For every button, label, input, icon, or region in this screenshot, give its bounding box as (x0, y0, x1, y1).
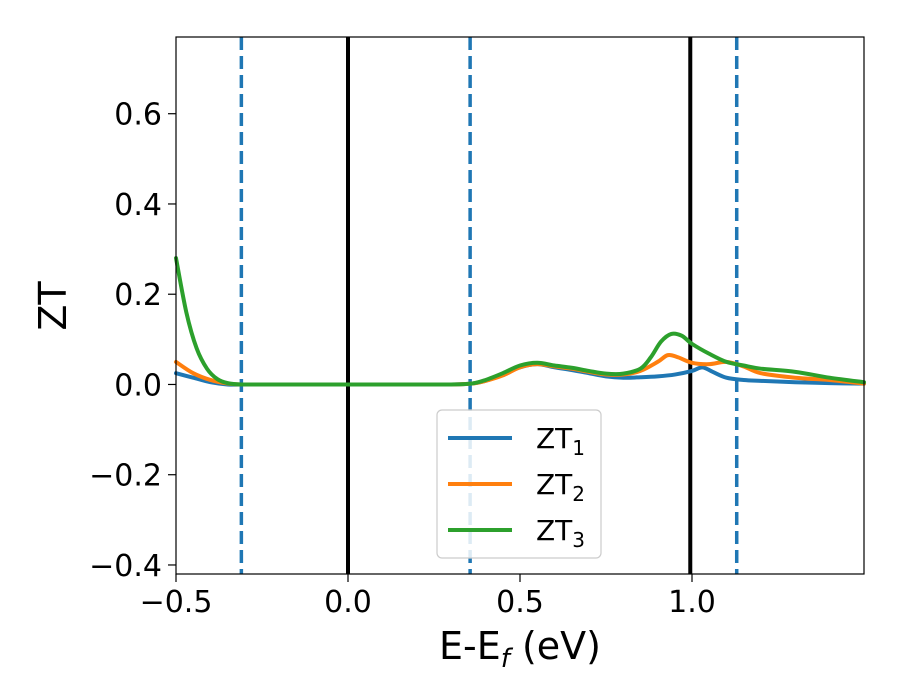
x-axis-ticks: −0.5 0.0 0.5 1.0 (140, 574, 716, 620)
x-tick-label-2: 0.5 (496, 585, 544, 620)
y-axis-title: ZT (31, 281, 75, 331)
y-tick-label-5: −0.4 (89, 549, 162, 584)
y-axis-ticks: 0.6 0.4 0.2 0.0 −0.2 −0.4 (89, 98, 176, 584)
y-tick-label-1: 0.4 (114, 188, 162, 223)
x-tick-label-3: 1.0 (668, 585, 716, 620)
x-tick-label-1: 0.0 (324, 585, 372, 620)
x-tick-label-0: −0.5 (140, 585, 213, 620)
y-tick-label-2: 0.2 (114, 278, 162, 313)
y-tick-label-3: 0.0 (114, 368, 162, 403)
legend-box (436, 409, 602, 559)
legend-label-2: ZT2 (536, 468, 585, 506)
series-line-3 (174, 256, 866, 387)
y-tick-label-0: 0.6 (114, 98, 162, 133)
legend-label-1: ZT1 (536, 422, 585, 460)
series-lines (174, 256, 866, 387)
legend: ZT1 ZT2 ZT3 (436, 409, 602, 559)
y-tick-label-4: −0.2 (89, 459, 162, 494)
legend-label-3: ZT3 (536, 514, 585, 552)
x-axis-title: E-Ef (eV) (439, 624, 601, 674)
